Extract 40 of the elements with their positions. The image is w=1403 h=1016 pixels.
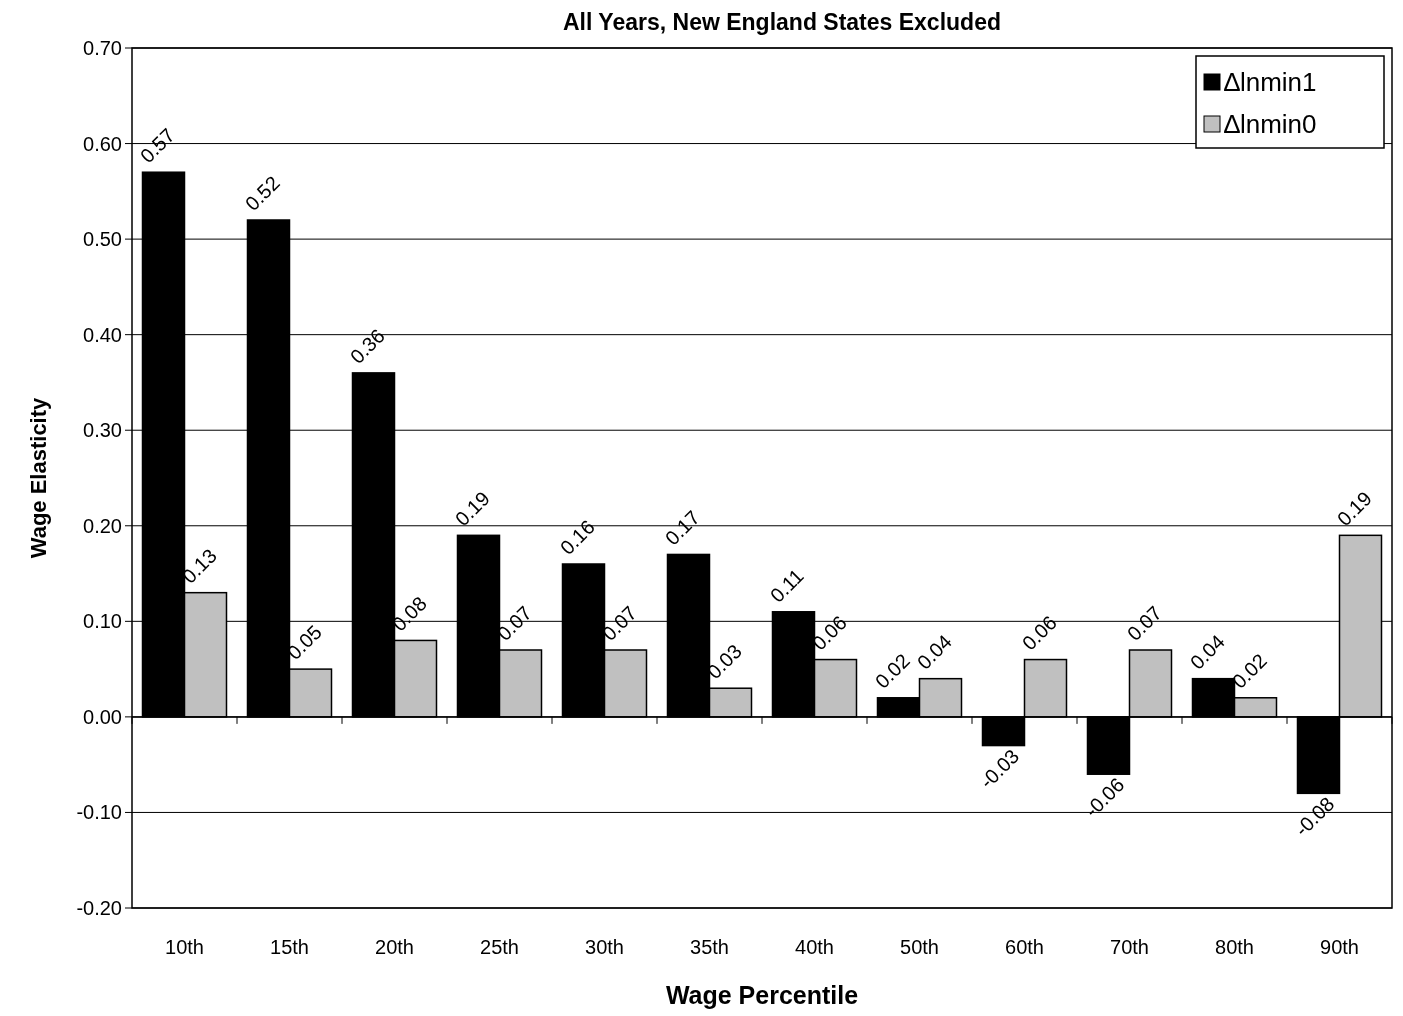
- legend-label: ∆lnmin0: [1224, 109, 1317, 140]
- data-label: 0.11: [765, 564, 808, 607]
- data-label: 0.04: [912, 630, 956, 674]
- data-label: 0.52: [240, 171, 284, 215]
- x-tick-label: 60th: [1005, 936, 1044, 958]
- x-tick-label: 15th: [270, 936, 309, 958]
- x-axis-title: Wage Percentile: [665, 981, 859, 1009]
- x-tick-label: 70th: [1110, 936, 1149, 958]
- y-tick-label: 0.70: [83, 37, 122, 59]
- y-tick-label: -0.10: [76, 801, 122, 824]
- data-label: 0.17: [660, 506, 704, 550]
- y-tick-label: 0.50: [83, 228, 122, 251]
- data-label: 0.02: [870, 649, 914, 693]
- x-tick-label: 30th: [585, 936, 624, 958]
- data-label: 0.02: [1227, 649, 1271, 693]
- y-tick-label: 0.40: [83, 323, 122, 346]
- chart-title: All Years, New England States Excluded: [562, 9, 1002, 35]
- x-tick-label: 50th: [900, 936, 939, 958]
- data-label: 0.57: [135, 123, 179, 168]
- y-axis-title: Wage Elasticity: [26, 396, 51, 559]
- x-tick-label: 10th: [165, 936, 204, 958]
- x-tick-label: 35th: [690, 936, 729, 958]
- data-label: 0.36: [345, 324, 389, 368]
- y-tick-label: -0.20: [76, 897, 122, 919]
- legend-label: ∆lnmin1: [1224, 67, 1317, 98]
- data-label: 0.06: [1017, 611, 1061, 655]
- data-label: 0.19: [1332, 487, 1376, 531]
- x-tick-label: 80th: [1215, 936, 1254, 958]
- y-tick-label: 0.20: [83, 514, 122, 537]
- data-label: 0.19: [450, 487, 494, 531]
- y-tick-label: 0.00: [83, 705, 122, 728]
- y-tick-label: 0.60: [83, 132, 122, 155]
- y-tick-label: 0.30: [83, 419, 122, 442]
- x-tick-label: 40th: [795, 936, 834, 958]
- x-tick-label: 90th: [1320, 936, 1359, 958]
- data-label: 0.16: [555, 515, 599, 559]
- x-tick-label: 20th: [375, 936, 414, 958]
- data-label: 0.04: [1185, 630, 1229, 674]
- y-tick-label: 0.10: [83, 610, 122, 633]
- x-tick-label: 25th: [480, 936, 519, 958]
